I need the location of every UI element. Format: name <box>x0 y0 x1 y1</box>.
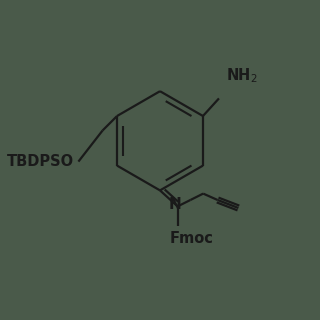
Text: TBDPSO: TBDPSO <box>6 154 74 169</box>
Text: N: N <box>169 197 182 212</box>
Text: NH$_2$: NH$_2$ <box>226 66 257 84</box>
Text: Fmoc: Fmoc <box>170 231 213 246</box>
